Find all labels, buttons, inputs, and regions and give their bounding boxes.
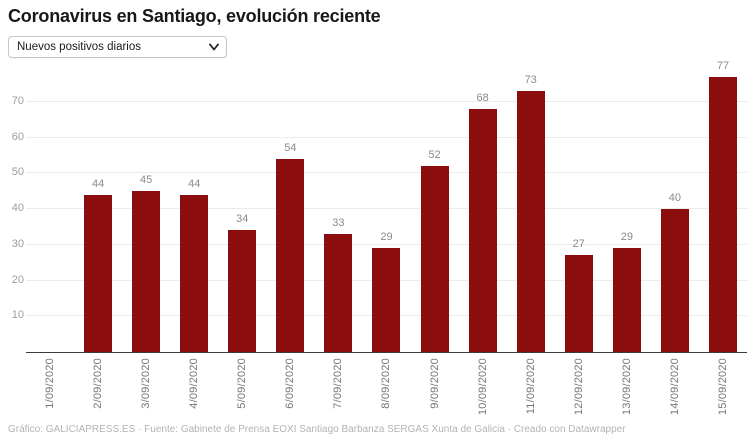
- x-axis-tick-label: 7/09/2020: [332, 358, 345, 409]
- x-axis-tick-label: 8/09/2020: [380, 358, 393, 409]
- bar-7/09/2020[interactable]: [324, 234, 353, 352]
- y-axis-tick-label: 20: [11, 273, 24, 286]
- metric-select[interactable]: Nuevos positivos diarios: [8, 36, 227, 58]
- bar-slot: 44: [74, 67, 122, 352]
- x-axis-tick-label: 9/09/2020: [428, 358, 441, 409]
- bar-value-label: 27: [572, 238, 585, 251]
- bar-value-label: 44: [91, 177, 105, 190]
- y-axis-tick-label: 60: [11, 130, 24, 143]
- bar-6/09/2020[interactable]: [276, 158, 305, 352]
- x-axis-tick-label: 10/09/2020: [476, 358, 489, 416]
- bar-slot: 52: [411, 67, 459, 352]
- bar-10/09/2020[interactable]: [468, 108, 497, 352]
- bar-value-label: 73: [524, 74, 537, 87]
- x-tick-slot: 14/09/2020: [651, 358, 699, 420]
- gridline-40: [26, 208, 747, 209]
- bar-slot: 77: [699, 60, 747, 352]
- bar-value-label: 77: [716, 59, 730, 72]
- x-tick-slot: 11/09/2020: [507, 358, 555, 420]
- bar-value-label: 29: [620, 231, 633, 244]
- bar-3/09/2020[interactable]: [132, 191, 161, 352]
- x-tick-slot: 5/09/2020: [218, 358, 266, 420]
- gridline-50: [26, 172, 747, 174]
- x-tick-slot: 8/09/2020: [362, 358, 410, 420]
- bar-slot: 44: [170, 67, 218, 352]
- bar-11/09/2020[interactable]: [516, 91, 545, 352]
- bar-14/09/2020[interactable]: [660, 209, 689, 352]
- y-axis-tick-label: 70: [11, 94, 24, 107]
- bar-slot: 27: [555, 67, 603, 352]
- x-tick-slot: 15/09/2020: [699, 358, 747, 420]
- x-tick-slot: 9/09/2020: [411, 358, 459, 420]
- x-axis-tick-label: 2/09/2020: [92, 358, 105, 409]
- bar-9/09/2020[interactable]: [420, 166, 449, 352]
- x-axis-tick-label: 1/09/2020: [44, 358, 57, 409]
- x-tick-slot: 4/09/2020: [170, 358, 218, 420]
- plot-area: 10 20 30 40 50 60 70 44 45 44 34 54 33 29 52 68 73 27 29 40…: [12, 60, 747, 353]
- x-axis-tick-label: 14/09/2020: [668, 358, 681, 416]
- y-axis-tick-label: 50: [11, 166, 24, 179]
- y-axis-tick-label: 30: [11, 237, 24, 250]
- bar-15/09/2020[interactable]: [708, 76, 737, 352]
- bar-value-label: 44: [188, 177, 201, 190]
- x-axis-tick-label: 5/09/2020: [236, 358, 249, 409]
- x-axis-tick-label: 13/09/2020: [620, 358, 633, 416]
- metric-selector: Nuevos positivos diarios: [8, 36, 227, 58]
- bar-value-label: 29: [380, 231, 393, 244]
- bar-slot: 45: [122, 67, 170, 352]
- x-tick-slot: 1/09/2020: [26, 358, 74, 420]
- bar-8/09/2020[interactable]: [372, 248, 401, 352]
- bar-value-label: 54: [284, 141, 297, 154]
- x-axis-tick-label: 3/09/2020: [140, 358, 153, 409]
- bar-12/09/2020[interactable]: [564, 255, 593, 352]
- bar-slot: [26, 67, 74, 352]
- bar-5/09/2020[interactable]: [228, 230, 257, 352]
- bar-slot: 33: [314, 67, 362, 352]
- bar-slot: 34: [218, 67, 266, 352]
- bar-slot: 54: [266, 67, 314, 352]
- y-axis-tick-label: 10: [11, 309, 24, 322]
- bar-value-label: 33: [332, 217, 345, 230]
- bar-slot: 68: [459, 67, 507, 352]
- bar-slot: 29: [603, 67, 651, 352]
- x-axis-tick-label: 4/09/2020: [188, 358, 201, 409]
- x-axis-tick-label: 6/09/2020: [284, 358, 297, 409]
- bar-value-label: 68: [476, 91, 489, 104]
- x-axis-tick-label: 11/09/2020: [524, 358, 537, 415]
- bar-value-label: 45: [140, 174, 153, 187]
- x-tick-slot: 6/09/2020: [266, 358, 314, 420]
- x-tick-slot: 12/09/2020: [555, 358, 603, 420]
- bar-slot: 29: [362, 67, 410, 352]
- x-tick-slot: 2/09/2020: [74, 358, 122, 420]
- gridline-30: [26, 243, 747, 245]
- bar-slot: 73: [507, 67, 555, 352]
- x-tick-slot: 13/09/2020: [603, 358, 651, 420]
- x-axis-tick-label: 15/09/2020: [716, 358, 729, 416]
- x-axis-labels: 1/09/2020 2/09/2020 3/09/2020 4/09/2020 5/09…: [26, 358, 747, 420]
- chart-credit: Gráfico: GALICIAPRESS.ES · Fuente: Gabin…: [8, 424, 626, 435]
- bar-value-label: 52: [428, 149, 441, 162]
- bar-value-label: 40: [668, 192, 682, 204]
- x-axis-tick-label: 12/09/2020: [572, 358, 585, 416]
- gridline-60: [26, 136, 747, 138]
- y-axis-tick-label: 40: [11, 202, 24, 214]
- chart-title: Coronavirus en Santiago, evolución recie…: [8, 6, 381, 26]
- bar-value-label: 34: [236, 213, 249, 226]
- bar-chart: 10 20 30 40 50 60 70 44 45 44 34 54 33 29 52 68 73 27 29 40…: [0, 60, 756, 353]
- x-tick-slot: 3/09/2020: [122, 358, 170, 420]
- gridline-70: [26, 100, 747, 102]
- x-tick-slot: 10/09/2020: [459, 358, 507, 420]
- bar-4/09/2020[interactable]: [180, 194, 209, 352]
- bar-2/09/2020[interactable]: [84, 194, 113, 352]
- bar-slot: 40: [651, 67, 699, 352]
- bar-13/09/2020[interactable]: [612, 248, 641, 352]
- x-tick-slot: 7/09/2020: [314, 358, 362, 420]
